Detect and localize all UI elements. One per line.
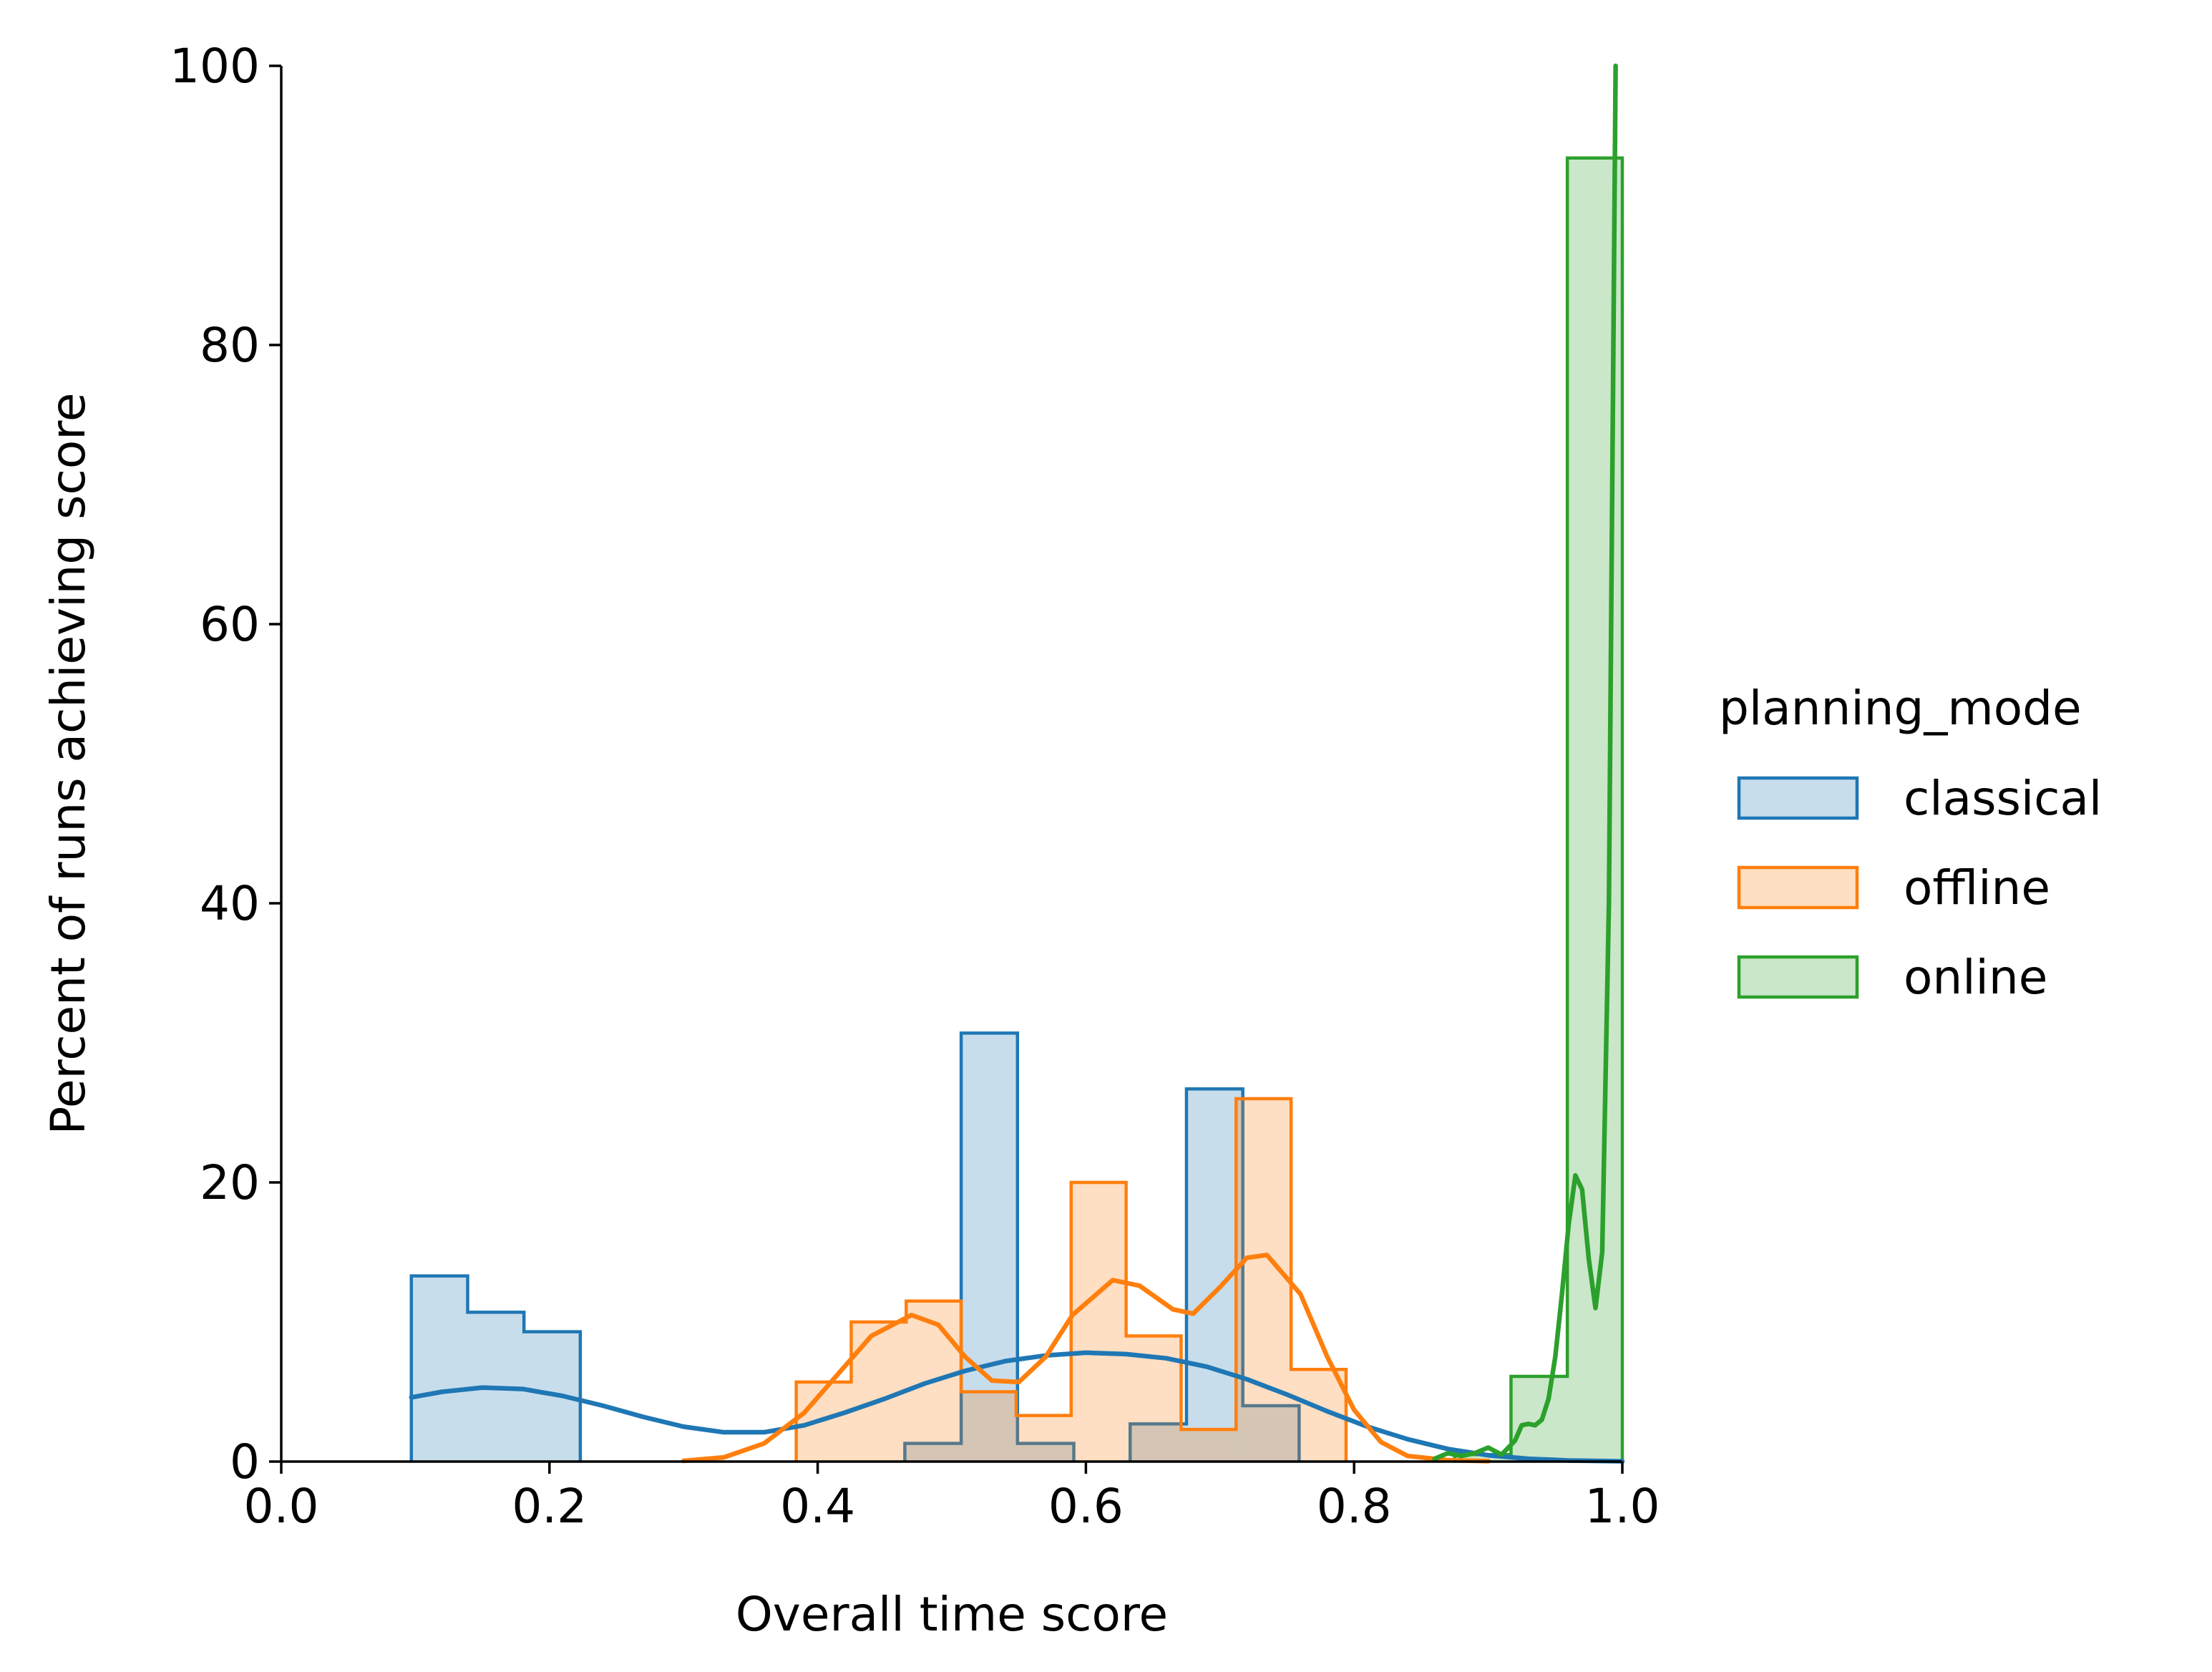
y-tick-label: 40 [200,876,260,931]
bar-classical-8 [1242,1406,1300,1462]
bar-classical-0 [411,1275,468,1462]
kde-line-offline [681,1253,1491,1464]
legend-label-classical: classical [1904,771,2102,826]
series-online [1453,156,1624,1462]
y-axis-label: Percent of runs achieving score [41,392,96,1134]
x-axis-label: Overall time score [736,1587,1168,1642]
step-outline-classical [409,1031,1301,1462]
bar-classical-7 [1186,1089,1243,1462]
bar-classical-5 [1017,1443,1074,1462]
axes [280,66,1622,1463]
kde-line-classical [409,1350,1625,1464]
y-tick-label: 100 [170,39,260,94]
bar-classical-4 [961,1033,1018,1462]
legend-label-online: online [1904,950,2047,1005]
bar-classical-6 [1130,1424,1187,1462]
x-tick-label: 0.8 [1317,1479,1392,1534]
x-tick-label: 0.0 [244,1479,319,1534]
bar-classical-3 [905,1443,962,1462]
legend-title: planning_mode [1719,681,2082,736]
legend-swatch-offline [1737,865,1859,910]
bar-offline-3 [961,1391,1016,1462]
x-tick-label: 0.4 [780,1479,855,1534]
plot-area [409,63,1625,1464]
ticks: 0.0 0.2 0.4 0.6 0.8 1.0 0 20 40 60 80 100 [170,39,1660,1534]
y-tick-label: 80 [200,318,260,373]
bar-offline-5 [1071,1182,1126,1462]
legend-label-offline: offline [1904,860,2050,915]
y-tick-label: 0 [230,1434,260,1489]
bar-offline-8 [1236,1099,1292,1462]
step-outline-offline [794,1097,1348,1462]
kde-line-online [1432,63,1618,1462]
x-tick-label: 0.2 [512,1479,587,1534]
legend-swatch-classical [1737,776,1859,820]
bar-offline-0 [796,1381,852,1462]
x-tick-label: 0.6 [1048,1479,1124,1534]
series-offline [794,1097,1348,1462]
legend: planning_mode classical offline online [1719,681,2102,1005]
y-tick-label: 20 [200,1155,260,1210]
x-tick-label: 1.0 [1585,1479,1660,1534]
legend-swatch-online [1737,955,1859,999]
bar-offline-7 [1181,1429,1237,1462]
series-classical [409,1031,1301,1462]
y-tick-label: 60 [200,597,260,652]
bar-offline-4 [1015,1415,1071,1462]
bar-online-0 [1454,1454,1511,1462]
